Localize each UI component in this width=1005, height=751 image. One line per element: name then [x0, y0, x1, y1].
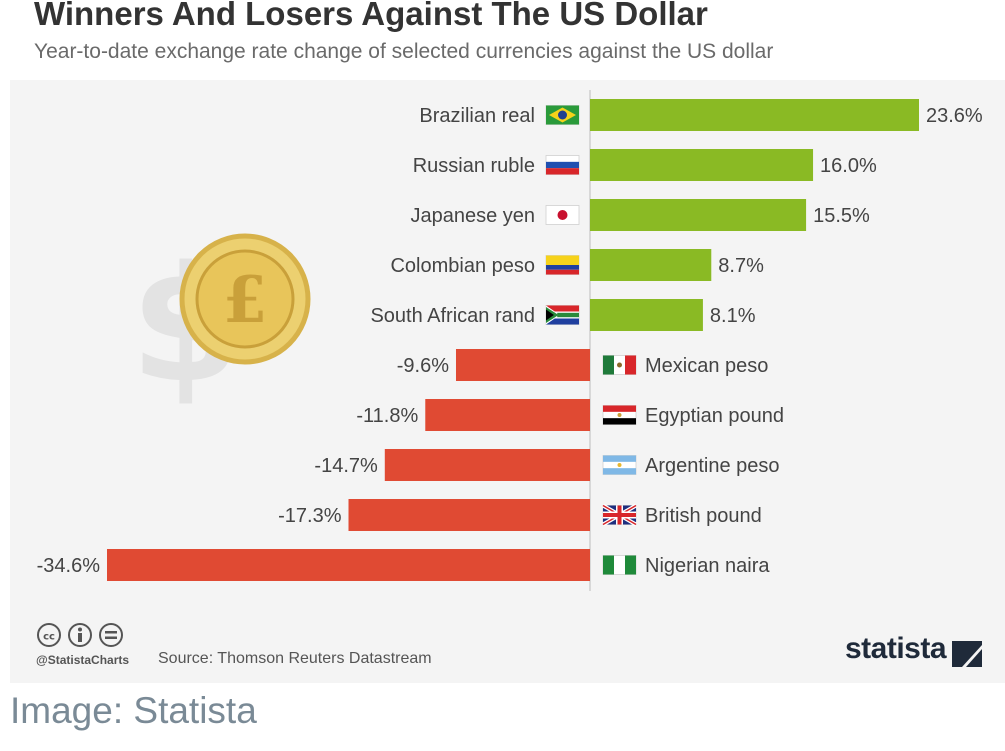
category-label: Japanese yen [410, 205, 535, 227]
value-label: 23.6% [926, 105, 983, 127]
bar-british-pound [348, 499, 590, 531]
category-label: Colombian peso [390, 255, 535, 277]
value-label: -17.3% [278, 505, 342, 527]
bar-japanese-yen [590, 199, 807, 231]
svg-text:£: £ [223, 263, 268, 338]
no-derivatives-icon [99, 623, 123, 647]
colombia-flag-icon [545, 255, 580, 275]
category-label: Russian ruble [413, 155, 535, 177]
bar-chart: $ £ 23.6% Brazilian real 16.0% Russian rubl… [37, 90, 983, 591]
chart-subtitle: Year-to-date exchange rate change of sel… [34, 40, 774, 63]
bar-argentine-peso [384, 449, 590, 481]
value-label: 16.0% [820, 155, 877, 177]
value-label: -11.8% [356, 405, 418, 427]
category-label: Nigerian naira [645, 555, 770, 577]
creative-commons-icon: cc [37, 623, 61, 647]
south-africa-flag-icon [545, 305, 580, 325]
category-label: Egyptian pound [645, 405, 784, 427]
russia-flag-icon [545, 155, 580, 175]
pound-coin-icon: £ [179, 233, 311, 365]
license-icons: cc [37, 623, 123, 647]
bar-colombian-peso [590, 249, 712, 281]
nigeria-flag-icon [602, 555, 637, 575]
svg-text:cc: cc [43, 632, 55, 643]
uk-flag-icon [602, 503, 637, 527]
egypt-flag-icon [602, 405, 637, 425]
chart-title: Winners And Losers Against The US Dollar [34, 0, 708, 32]
statista-handle: @StatistaCharts [36, 653, 130, 667]
value-label: 15.5% [813, 205, 870, 227]
decoration-group: $ £ [130, 231, 311, 418]
attribution-icon [68, 623, 92, 647]
japan-flag-icon [545, 205, 580, 225]
value-label: 8.7% [718, 255, 764, 277]
bar-nigerian-naira [107, 549, 590, 581]
argentina-flag-icon [602, 455, 637, 475]
category-label: Brazilian real [419, 105, 535, 127]
category-label: Mexican peso [645, 355, 768, 377]
statista-logo: statista [845, 632, 947, 665]
statista-logo-mark-icon [952, 641, 982, 667]
value-label: 8.1% [710, 305, 756, 327]
bar-brazilian-real [590, 99, 919, 131]
category-label: British pound [645, 505, 762, 527]
bar-south-african-rand [590, 299, 703, 331]
mexico-flag-icon [602, 355, 637, 375]
category-label: Argentine peso [645, 455, 780, 477]
source-note: Source: Thomson Reuters Datastream [158, 650, 432, 667]
image-credit-caption: Image: Statista [10, 690, 257, 731]
bar-mexican-peso [455, 349, 590, 381]
value-label: -9.6% [397, 355, 449, 377]
value-label: -14.7% [314, 455, 378, 477]
category-label: South African rand [370, 305, 535, 327]
bar-russian-ruble [590, 149, 814, 181]
chart-panel: $ £ 23.6% Brazilian real 16.0% Russian rubl… [10, 80, 1005, 683]
bar-egyptian-pound [425, 399, 590, 431]
brazil-flag-icon [545, 105, 580, 125]
value-label: -34.6% [37, 555, 101, 577]
